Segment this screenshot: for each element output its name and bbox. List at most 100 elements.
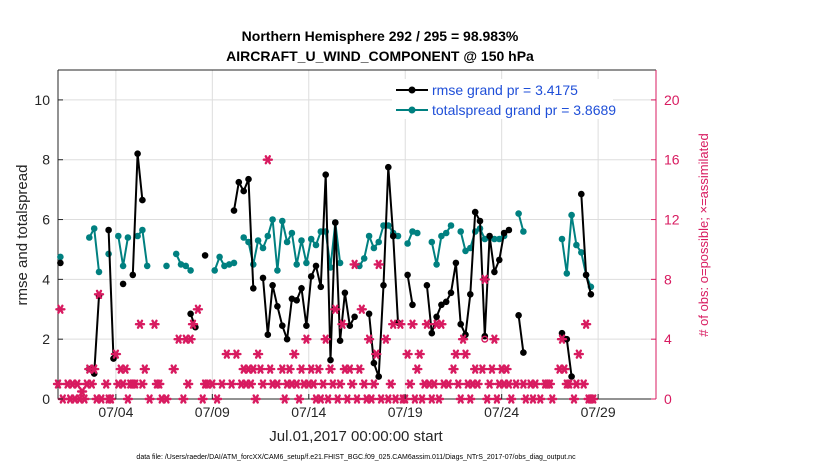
obs-assimilated-marker	[178, 394, 189, 404]
y-tick-label-right: 12	[664, 212, 680, 228]
obs-asterisk-stroke	[327, 364, 334, 374]
obs-assimilated-marker	[568, 394, 580, 404]
obs-asterisk-stroke	[339, 319, 346, 329]
obs-asterisk-stroke	[295, 394, 303, 404]
obs-asterisk-stroke	[218, 379, 226, 389]
totalspread-point	[216, 253, 223, 261]
obs-assimilated-marker	[72, 379, 83, 389]
obs-assimilated-marker	[588, 394, 599, 404]
obs-asterisk-stroke	[209, 379, 216, 389]
obs-assimilated-marker	[76, 386, 88, 397]
rmse-point	[438, 301, 445, 309]
obs-asterisk-stroke	[416, 349, 423, 359]
obs-asterisk-stroke	[575, 349, 582, 359]
rmse-point	[201, 252, 209, 259]
obs-assimilated-marker	[385, 379, 396, 389]
rmse-point	[467, 291, 474, 298]
totalspread-point	[274, 267, 281, 274]
obs-assimilated-marker	[453, 379, 464, 389]
x-tick-label: 07/14	[291, 404, 326, 420]
obs-assimilated-marker	[559, 364, 570, 374]
rmse-point	[327, 356, 334, 364]
totalspread-point	[438, 232, 445, 240]
obs-assimilated-marker	[491, 394, 503, 404]
obs-assimilated-marker	[88, 364, 100, 374]
obs-asterisk-stroke	[291, 349, 298, 359]
rmse-point	[587, 291, 595, 298]
obs-asterisk-stroke	[247, 379, 255, 389]
obs-asterisk-stroke	[98, 394, 105, 404]
totalspread-point	[139, 226, 146, 234]
obs-asterisk-stroke	[361, 379, 368, 389]
obs-asterisk-stroke	[561, 364, 568, 374]
obs-assimilated-marker	[416, 394, 428, 404]
obs-assimilated-marker	[342, 394, 353, 404]
obs-asterisk-stroke	[493, 394, 501, 404]
y-tick-label-left: 6	[42, 212, 50, 228]
totalspread-point	[563, 270, 571, 277]
obs-assimilated-marker	[373, 259, 384, 270]
rmse-point	[250, 285, 257, 292]
obs-asterisk-stroke	[462, 349, 469, 359]
obs-assimilated-marker	[359, 379, 370, 389]
obs-asterisk-stroke	[332, 304, 339, 314]
rmse-point	[312, 262, 320, 270]
obs-assimilated-marker	[479, 274, 490, 284]
totalspread-point	[187, 267, 194, 274]
rmse-point	[385, 163, 392, 171]
obs-assimilated-marker	[161, 394, 172, 404]
obs-asterisk-stroke	[349, 379, 356, 389]
obs-assimilated-marker	[332, 394, 343, 404]
rmse-point	[279, 322, 286, 330]
obs-asterisk-stroke	[580, 379, 587, 389]
obs-asterisk-stroke	[459, 334, 467, 344]
rmse-line	[406, 274, 414, 305]
obs-assimilated-marker	[318, 379, 329, 389]
obs-asterisk-stroke	[252, 394, 259, 404]
obs-assimilated-marker	[484, 379, 495, 389]
obs-assimilated-marker	[231, 349, 242, 359]
obs-asterisk-stroke	[503, 364, 510, 374]
rmse-point	[245, 175, 252, 183]
obs-assimilated-marker	[52, 379, 64, 389]
totalspread-point	[86, 234, 93, 241]
rmse-point	[389, 232, 397, 240]
obs-assimilated-marker	[412, 364, 423, 374]
obs-asterisk-stroke	[194, 304, 202, 314]
obs-asterisk-stroke	[457, 394, 464, 404]
obs-asterisk-stroke	[375, 259, 382, 270]
obs-assimilated-marker	[185, 334, 196, 344]
obs-asterisk-stroke	[329, 379, 337, 389]
obs-asterisk-stroke	[322, 334, 329, 344]
obs-assimilated-marker	[380, 334, 392, 344]
legend-spread-label: totalspread grand pr = 3.8689	[432, 102, 616, 118]
totalspread-point	[163, 262, 170, 270]
rmse-point	[409, 301, 416, 309]
obs-asterisk-stroke	[175, 334, 182, 344]
totalspread-point	[279, 217, 286, 225]
obs-assimilated-marker	[450, 349, 462, 359]
obs-assimilated-marker	[296, 364, 307, 374]
rmse-point	[505, 226, 513, 234]
obs-asterisk-stroke	[411, 394, 419, 404]
totalspread-point	[447, 222, 455, 229]
totalspread-point	[264, 232, 272, 240]
totalspread-point	[375, 238, 383, 246]
obs-assimilated-marker	[455, 394, 466, 404]
obs-asterisk-stroke	[310, 379, 317, 389]
obs-asterisk-stroke	[274, 379, 281, 389]
obs-assimilated-marker	[79, 394, 90, 404]
obs-assimilated-marker	[368, 379, 380, 389]
obs-asterisk-stroke	[228, 379, 235, 389]
legend: rmse grand pr = 3.4175 totalspread grand…	[392, 79, 616, 119]
obs-assimilated-marker	[429, 379, 440, 389]
rmse-point	[293, 297, 301, 304]
obs-assimilated-marker	[55, 304, 66, 314]
rmse-point	[134, 150, 141, 157]
rmse-point	[57, 259, 64, 267]
totalspread-point	[360, 255, 368, 262]
y-tick-label-right: 0	[664, 391, 672, 407]
totalspread-point	[462, 247, 469, 255]
obs-assimilated-marker	[192, 304, 204, 314]
obs-asterisk-stroke	[450, 364, 457, 374]
